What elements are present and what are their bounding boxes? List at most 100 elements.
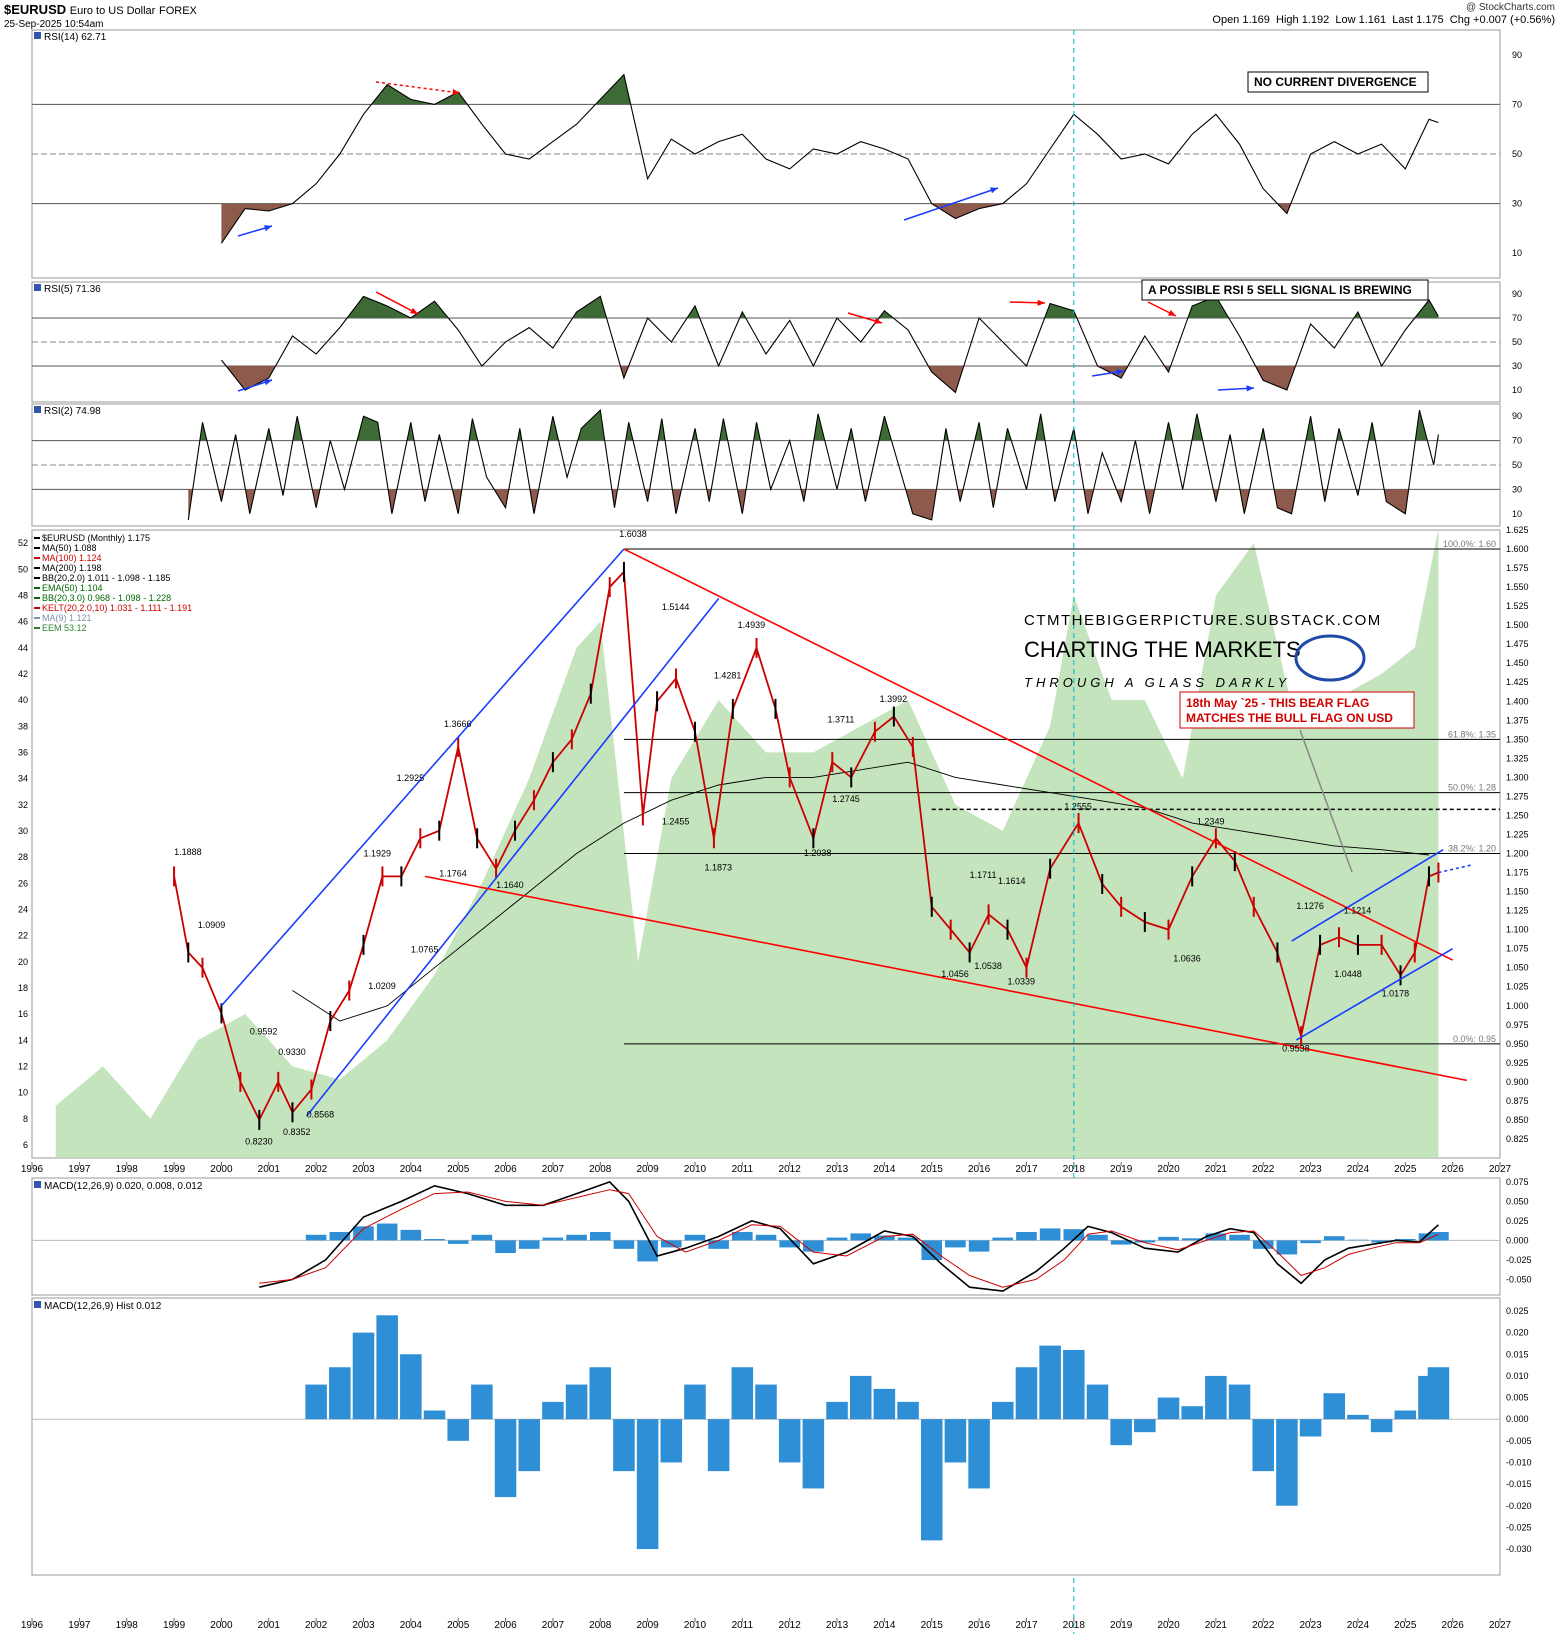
hist-bar — [802, 1419, 825, 1489]
price-ytick-1.300: 1.300 — [1506, 772, 1529, 782]
price-ytick-0.875: 0.875 — [1506, 1096, 1529, 1106]
rsi5-arrow-7-head — [1246, 385, 1254, 392]
bull-channel-upper — [220, 548, 625, 1007]
macd-hist-bar — [329, 1231, 351, 1241]
hist-ytick-0.005: 0.005 — [1506, 1393, 1529, 1403]
price-ytick-0.850: 0.850 — [1506, 1115, 1529, 1125]
price-label-1.2925: 1.2925 — [397, 773, 425, 783]
xaxis-top-1998: 1998 — [116, 1164, 139, 1175]
macd-hist-bar — [755, 1234, 777, 1241]
xaxis-top-2018: 2018 — [1063, 1164, 1086, 1175]
price-ytick-1.625: 1.625 — [1506, 525, 1529, 535]
rsi5-arrow-4-head — [1037, 299, 1045, 306]
rsi5-panel: 10 30 50 70 90 RSI(5) 71.36 A POSSIBLE RSI 5 S… — [31, 279, 1522, 403]
price-label-1.0178: 1.0178 — [1382, 989, 1410, 999]
macd-hist-bar — [992, 1237, 1014, 1241]
price-label-1.1614: 1.1614 — [998, 876, 1026, 886]
price-label-1.3711: 1.3711 — [828, 715, 855, 725]
xaxis-top-2026: 2026 — [1442, 1164, 1465, 1175]
xaxis-bottom-2006: 2006 — [494, 1620, 517, 1631]
hist-bar — [305, 1384, 327, 1420]
xaxis-top-2005: 2005 — [447, 1164, 470, 1175]
hist-bar — [826, 1401, 848, 1420]
hist-bar — [447, 1419, 469, 1441]
hist-bar — [423, 1410, 446, 1420]
hist-bar — [1228, 1384, 1251, 1420]
hist-ytick--0.030: -0.030 — [1506, 1544, 1532, 1554]
xaxis-bottom-2027: 2027 — [1489, 1620, 1512, 1631]
macd-hist-bar — [1428, 1231, 1449, 1241]
macd-hist-bar — [1087, 1234, 1108, 1241]
xaxis-top-2004: 2004 — [400, 1164, 423, 1175]
legend-item-2: MA(100) 1.124 — [42, 553, 102, 563]
chart-datetime: 25-Sep-2025 10:54am — [4, 19, 104, 30]
bull-channel-lower — [306, 598, 720, 1117]
flag-note-box — [1179, 691, 1415, 729]
hist-bar — [1181, 1406, 1203, 1420]
xaxis-top-2020: 2020 — [1157, 1164, 1180, 1175]
rsi5-ytick-70: 70 — [1512, 313, 1522, 323]
price-label-1.4281: 1.4281 — [714, 670, 742, 680]
open-value: 1.169 — [1242, 14, 1270, 26]
price-ytick-1.200: 1.200 — [1506, 849, 1529, 859]
rsi14-label-swatch — [34, 32, 41, 39]
eem-ytick-38: 38 — [18, 721, 28, 731]
fib-label-1: 61.8%: 1.35 — [1448, 729, 1496, 739]
eem-ytick-20: 20 — [18, 957, 28, 967]
price-label-1.2745: 1.2745 — [832, 794, 860, 804]
rsi5-label: RSI(5) 71.36 — [44, 284, 101, 295]
hist-bar — [565, 1384, 588, 1420]
xaxis-bottom-2021: 2021 — [1205, 1620, 1228, 1631]
hist-bar — [1134, 1419, 1156, 1433]
xaxis-bottom-1999: 1999 — [163, 1620, 186, 1631]
rsi5-arrow-6-head — [1168, 309, 1176, 316]
xaxis-bottom-2000: 2000 — [210, 1620, 233, 1631]
eem-ytick-28: 28 — [18, 852, 28, 862]
price-label-1.3992: 1.3992 — [880, 694, 908, 704]
rsi14-note-box — [1247, 71, 1429, 93]
xaxis-bottom-2009: 2009 — [636, 1620, 659, 1631]
eem-ytick-8: 8 — [23, 1114, 28, 1124]
rsi5-ytick-50: 50 — [1512, 337, 1522, 347]
macd-hist-bar — [897, 1237, 919, 1241]
xaxis-bottom-1998: 1998 — [116, 1620, 139, 1631]
macd-hist-bar — [1110, 1240, 1132, 1245]
rsi2-ytick-90: 90 — [1512, 411, 1522, 421]
exchange: FOREX — [158, 5, 197, 17]
price-ytick-1.125: 1.125 — [1506, 906, 1529, 916]
macd-hist-bar — [613, 1240, 635, 1249]
rsi5-line — [220, 295, 1439, 394]
xaxis-top-2023: 2023 — [1299, 1164, 1322, 1175]
hist-bar — [471, 1384, 493, 1420]
rsi2-panel: 10 30 50 70 90 RSI(2) 74.98 — [31, 403, 1522, 527]
price-label-1.2349: 1.2349 — [1197, 817, 1225, 827]
macd-series-signal — [259, 1189, 1439, 1288]
branding-title: CHARTING THE MARKETS — [1024, 637, 1301, 662]
hist-bar — [613, 1419, 635, 1472]
price-ytick-1.175: 1.175 — [1506, 868, 1529, 878]
rsi2-label-swatch — [34, 406, 41, 413]
xaxis-bottom-2023: 2023 — [1299, 1620, 1322, 1631]
price-label-0.9330: 0.9330 — [278, 1047, 306, 1057]
hist-ytick--0.005: -0.005 — [1506, 1436, 1532, 1446]
price-label-1.0448: 1.0448 — [1334, 969, 1362, 979]
legend-item-4: BB(20,2.0) 1.011 - 1.098 - 1.185 — [42, 573, 170, 583]
price-label-1.0909: 1.0909 — [198, 920, 226, 930]
price-label-0.9592: 0.9592 — [250, 1027, 278, 1037]
eem-ytick-16: 16 — [18, 1009, 28, 1019]
xaxis-top-2002: 2002 — [305, 1164, 328, 1175]
legend-item-3: MA(200) 1.198 — [42, 563, 102, 573]
hist-bar — [589, 1367, 612, 1420]
xaxis-top-2019: 2019 — [1110, 1164, 1133, 1175]
price-label-0.8230: 0.8230 — [245, 1136, 273, 1146]
hist-bar — [1394, 1410, 1417, 1420]
xaxis-bottom-1996: 1996 — [21, 1620, 44, 1631]
macd-hist-bar — [353, 1226, 374, 1241]
xaxis-top-2011: 2011 — [732, 1164, 754, 1175]
hist-bar — [944, 1419, 967, 1463]
macd-ytick--0.025: -0.025 — [1506, 1255, 1532, 1265]
macd-hist-bar — [945, 1240, 966, 1248]
hist-bar — [1252, 1419, 1274, 1472]
hist-bar — [352, 1332, 375, 1420]
last-label: Last — [1392, 14, 1414, 26]
